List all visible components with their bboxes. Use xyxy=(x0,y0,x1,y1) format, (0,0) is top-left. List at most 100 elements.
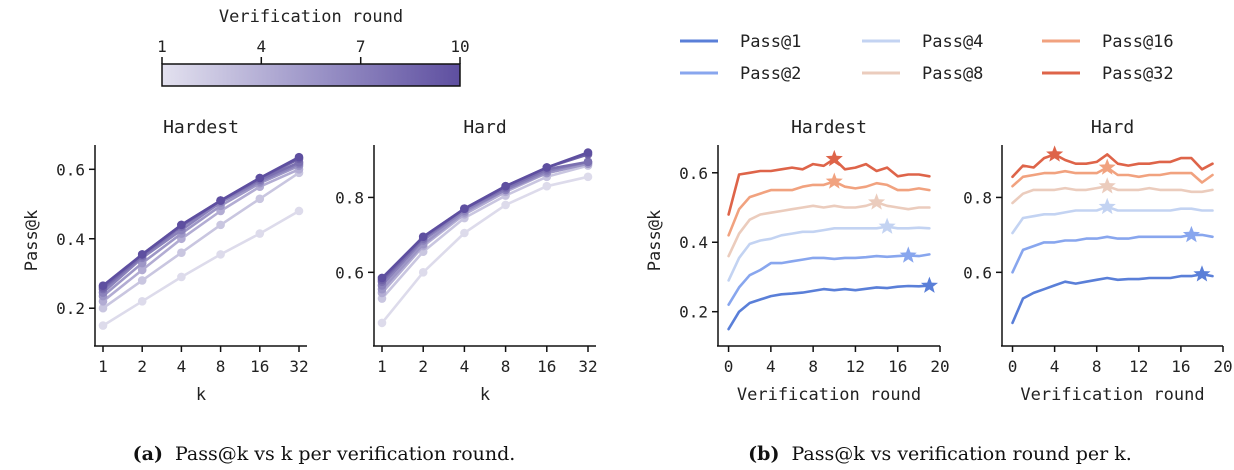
data-point xyxy=(583,148,593,157)
data-point xyxy=(377,318,387,328)
best-round-star xyxy=(1182,225,1200,243)
x-tick-label: 4 xyxy=(1050,357,1060,376)
series-line xyxy=(727,284,931,331)
svg-text:(a) Pass@k vs k per veri: (a) Pass@k vs k per verification round. xyxy=(133,443,516,465)
x-tick-label: 1 xyxy=(377,357,387,376)
x-tick-label: 12 xyxy=(846,357,865,376)
x-tick-label: 8 xyxy=(808,357,818,376)
data-point xyxy=(501,200,510,210)
data-point xyxy=(137,276,147,285)
series-line xyxy=(380,151,590,280)
legend-label-pass32: Pass@32 xyxy=(1102,64,1174,84)
data-point xyxy=(216,250,225,259)
y-axis-label: Pass@k xyxy=(645,210,665,271)
data-point xyxy=(294,206,304,216)
caption-a-text: Pass@k vs k per verification round. xyxy=(175,443,515,465)
caption-b-text: Pass@k vs verification round per k. xyxy=(791,443,1131,465)
legend-label-pass4: Pass@4 xyxy=(922,32,983,52)
series-line xyxy=(727,180,931,237)
best-round-star xyxy=(878,217,896,234)
data-point xyxy=(418,268,428,277)
data-point xyxy=(294,152,304,162)
x-tick-label: 4 xyxy=(460,357,470,376)
series-line xyxy=(101,171,301,310)
data-point xyxy=(137,265,147,275)
best-round-star xyxy=(825,172,843,189)
data-point xyxy=(98,321,108,330)
best-round-star xyxy=(825,149,843,167)
series-line xyxy=(380,160,590,287)
data-point xyxy=(418,232,428,242)
y-tick-label: 0.4 xyxy=(56,230,85,249)
legend-label-pass8: Pass@8 xyxy=(922,64,983,84)
x-tick-label: 12 xyxy=(1129,357,1148,376)
data-point xyxy=(137,296,147,306)
x-axis-label: k xyxy=(480,385,490,405)
caption-a-tag: (a) xyxy=(133,443,163,465)
data-point xyxy=(177,220,186,230)
y-tick-label: 0.6 xyxy=(56,160,85,179)
data-point xyxy=(216,196,225,205)
data-point xyxy=(460,228,469,238)
colorbar-bar xyxy=(161,63,461,87)
x-tick-label: 8 xyxy=(216,357,226,376)
x-tick-label: 8 xyxy=(501,357,511,376)
plot-title: Hardest xyxy=(163,117,239,138)
x-axis-label: k xyxy=(196,385,206,405)
y-tick-label: 0.2 xyxy=(56,299,85,318)
data-point xyxy=(583,172,593,182)
data-point xyxy=(98,281,108,290)
best-round-star xyxy=(1098,177,1116,194)
series-line xyxy=(1011,184,1214,205)
best-round-star xyxy=(1046,145,1064,162)
caption-b-tag: (b) xyxy=(748,443,779,465)
series-line xyxy=(1011,233,1214,274)
legend: Pass@1 Pass@2 Pass@4 Pass@8 Pass@16 Pass… xyxy=(680,32,1174,84)
x-axis-label: Verification round xyxy=(737,385,921,405)
data-point xyxy=(542,181,552,191)
best-round-star xyxy=(1098,158,1116,175)
data-point xyxy=(255,229,265,238)
y-tick-label: 0.6 xyxy=(679,164,708,183)
y-tick-label: 0.8 xyxy=(335,188,364,207)
x-tick-label: 0 xyxy=(1008,357,1018,376)
plot-title: Hard xyxy=(1091,117,1134,138)
y-tick-label: 0.6 xyxy=(335,263,364,282)
data-point xyxy=(177,272,186,282)
x-tick-label: 4 xyxy=(177,357,187,376)
series-line xyxy=(1011,166,1214,188)
best-round-star xyxy=(868,193,886,210)
legend-label-pass16: Pass@16 xyxy=(1102,32,1174,52)
plot-title: Hard xyxy=(463,117,506,138)
x-tick-label: 16 xyxy=(537,357,556,376)
series-line xyxy=(380,175,590,325)
series-line xyxy=(101,155,301,287)
y-tick-label: 0.2 xyxy=(679,303,708,322)
series-line xyxy=(1011,205,1214,235)
series-line xyxy=(101,162,301,294)
series-line xyxy=(1011,272,1214,325)
x-tick-label: 8 xyxy=(1092,357,1102,376)
data-point xyxy=(542,163,552,172)
series-line xyxy=(1011,153,1214,179)
series-line xyxy=(101,168,301,303)
data-point xyxy=(377,273,387,283)
x-tick-label: 16 xyxy=(250,357,269,376)
x-tick-label: 2 xyxy=(418,357,428,376)
y-tick-label: 0.4 xyxy=(679,233,708,252)
colorbar-tick-label: 7 xyxy=(356,37,366,56)
y-tick-label: 0.6 xyxy=(963,263,992,282)
plot-title: Hardest xyxy=(791,117,867,138)
data-point xyxy=(255,173,265,183)
x-tick-label: 1 xyxy=(98,357,108,376)
x-tick-label: 0 xyxy=(724,357,734,376)
legend-label-pass1: Pass@1 xyxy=(740,32,801,52)
series-line xyxy=(727,225,931,282)
series-line xyxy=(380,164,590,300)
data-point xyxy=(216,220,225,230)
best-round-star xyxy=(1098,197,1116,215)
x-tick-label: 4 xyxy=(766,357,776,376)
x-tick-label: 16 xyxy=(1171,357,1190,376)
caption-b: (b) Pass@k vs verification round per k. xyxy=(748,443,1132,465)
data-point xyxy=(137,250,147,259)
